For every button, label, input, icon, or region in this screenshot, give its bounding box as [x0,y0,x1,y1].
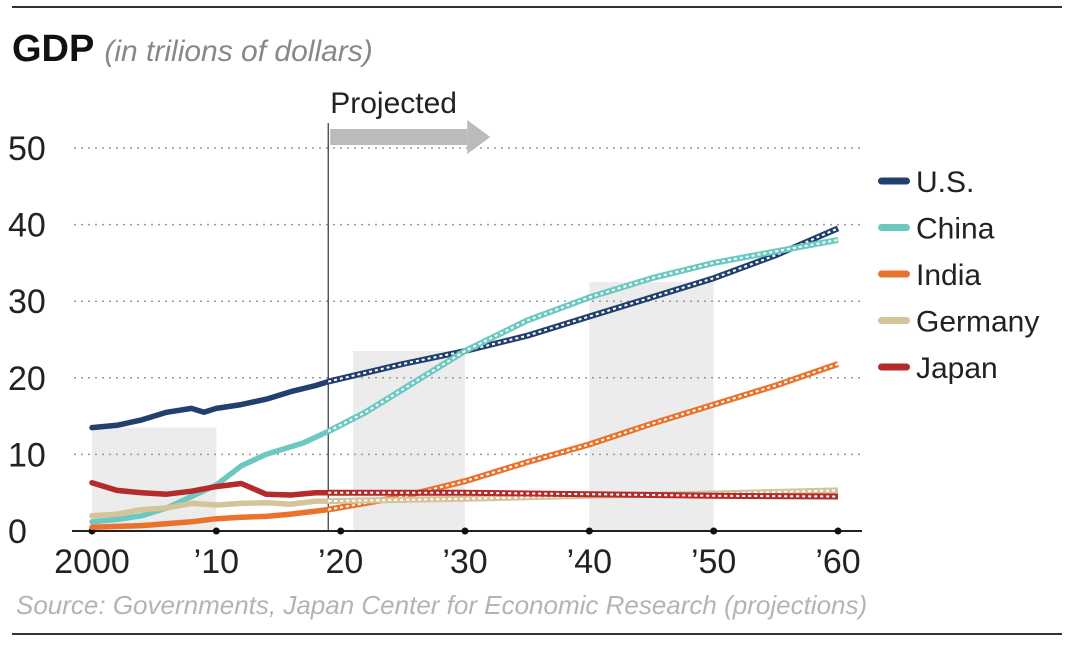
x-tick-dot-2050 [710,527,718,535]
legend-label-china: China [916,213,995,246]
projected-arrow-head [467,120,491,154]
shaded-band-2 [589,282,714,531]
series-projection-dash-germany [328,489,839,503]
x-tick-label-2030: ’30 [442,543,487,581]
y-tick-label-10: 10 [8,436,46,474]
series-projection-china [326,236,839,435]
series-line-japan [89,479,331,498]
y-tick-label-20: 20 [8,360,46,398]
projection-marker: Projected [327,87,491,531]
legend-label-japan: Japan [916,352,998,385]
legend: U.S. China India Germany Japan [878,166,1039,385]
title-row: GDP (in trilions of dollars) [12,28,373,71]
x-tick-dot-2060 [834,527,842,535]
x-tick-dot-2020 [337,527,345,535]
x-tick-label-2060: ’60 [815,543,860,581]
x-tick-label-2010: ’10 [194,543,239,581]
y-tick-label-50: 50 [8,130,46,168]
chart-subtitle: (in trilions of dollars) [104,35,373,68]
y-tick-label-40: 40 [8,207,46,245]
legend-swatch-japan [878,363,910,371]
gridlines: 0 10 20 30 40 50 [8,130,860,551]
x-axis: 2000 ’10 ’20 ’30 ’40 ’50 ’60 [54,527,862,581]
legend-swatch-china [878,224,910,231]
legend-swatch-us [878,177,910,185]
chart-title: GDP [12,28,95,70]
series-lines [89,225,840,530]
y-tick-label-30: 30 [8,283,46,321]
series-projection-dash-japan [328,491,839,498]
series-projection-dash-us [327,227,839,383]
x-tick-label-2050: ’50 [691,543,736,581]
x-tick-label-2040: ’40 [567,543,612,581]
series-line-germany [89,498,331,519]
series-line-us [89,378,331,431]
legend-swatch-germany [878,317,910,324]
legend-label-germany: Germany [916,306,1039,339]
top-rule [12,6,1062,8]
projected-label: Projected [330,87,457,120]
bottom-rule [12,633,1062,635]
x-tick-dot-2040 [585,527,593,535]
x-tick-dot-2030 [461,527,469,535]
x-tick-label-2000: 2000 [54,543,130,581]
y-tick-label-0: 0 [8,513,27,551]
projected-arrow-shaft [330,129,468,145]
legend-label-us: U.S. [916,166,974,199]
x-tick-label-2020: ’20 [318,543,363,581]
legend-swatch-india [878,270,910,278]
series-line-india [89,506,331,530]
legend-label-india: India [916,259,981,292]
x-tick-dot-2010 [212,527,220,535]
source-note: Source: Governments, Japan Center for Ec… [16,590,868,620]
